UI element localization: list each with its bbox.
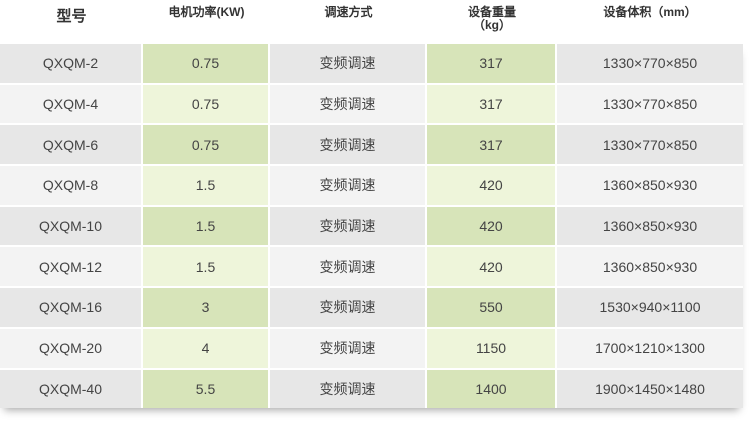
cell-weight: 420 [427, 247, 557, 287]
cell-model: QXQM-40 [0, 369, 143, 409]
cell-weight: 1400 [427, 369, 557, 409]
cell-weight: 1150 [427, 328, 557, 368]
cell-power: 1.5 [143, 247, 270, 287]
table-row: QXQM-2 0.75 变频调速 317 1330×770×850 [0, 44, 743, 85]
cell-volume: 1700×1210×1300 [557, 328, 743, 368]
cell-volume: 1360×850×930 [557, 247, 743, 287]
cell-volume: 1360×850×930 [557, 206, 743, 246]
cell-power: 0.75 [143, 84, 270, 124]
table-row: QXQM-10 1.5 变频调速 420 1360×850×930 [0, 206, 743, 248]
header-weight: 设备重量 （kg） [427, 6, 557, 32]
cell-power: 1.5 [143, 206, 270, 246]
cell-speed: 变频调速 [270, 166, 427, 205]
header-power: 电机功率(KW) [168, 5, 245, 19]
table-row: QXQM-8 1.5 变频调速 420 1360×850×930 [0, 166, 743, 207]
cell-weight: 420 [427, 206, 557, 246]
cell-weight: 420 [427, 166, 557, 205]
cell-speed: 变频调速 [270, 84, 427, 124]
cell-model: QXQM-10 [0, 206, 143, 246]
cell-model: QXQM-2 [0, 44, 143, 83]
cell-volume: 1330×770×850 [557, 125, 743, 165]
header-weight-unit: （kg） [472, 18, 511, 32]
cell-weight: 317 [427, 44, 557, 83]
cell-power: 4 [143, 328, 270, 368]
header-model: 型号 [56, 8, 87, 25]
cell-model: QXQM-16 [0, 288, 143, 327]
spec-table: QXQM-2 0.75 变频调速 317 1330×770×850 QXQM-4 0.75 变… [0, 44, 743, 409]
cell-speed: 变频调速 [270, 369, 427, 409]
cell-power: 5.5 [143, 369, 270, 409]
cell-speed: 变频调速 [270, 247, 427, 287]
cell-model: QXQM-4 [0, 84, 143, 124]
cell-volume: 1530×940×1100 [557, 288, 743, 327]
cell-power: 0.75 [143, 44, 270, 83]
cell-model: QXQM-12 [0, 247, 143, 287]
table-row: QXQM-6 0.75 变频调速 317 1330×770×850 [0, 125, 743, 167]
table-row: QXQM-4 0.75 变频调速 317 1330×770×850 [0, 84, 743, 126]
cell-power: 0.75 [143, 125, 270, 165]
table-row: QXQM-12 1.5 变频调速 420 1360×850×930 [0, 247, 743, 289]
cell-speed: 变频调速 [270, 288, 427, 327]
table-row: QXQM-16 3 变频调速 550 1530×940×1100 [0, 288, 743, 329]
header-weight-label: 设备重量 [467, 5, 516, 19]
cell-speed: 变频调速 [270, 125, 427, 165]
cell-speed: 变频调速 [270, 44, 427, 83]
cell-weight: 317 [427, 84, 557, 124]
cell-weight: 317 [427, 125, 557, 165]
table-header: 型号 电机功率(KW) 调速方式 设备重量 （kg） 设备体积（mm） [0, 0, 750, 44]
cell-power: 3 [143, 288, 270, 327]
cell-volume: 1360×850×930 [557, 166, 743, 205]
header-volume: 设备体积（mm） [603, 5, 697, 19]
cell-model: QXQM-20 [0, 328, 143, 368]
cell-volume: 1900×1450×1480 [557, 369, 743, 409]
cell-model: QXQM-8 [0, 166, 143, 205]
cell-weight: 550 [427, 288, 557, 327]
cell-volume: 1330×770×850 [557, 84, 743, 124]
cell-volume: 1330×770×850 [557, 44, 743, 83]
table-row: QXQM-40 5.5 变频调速 1400 1900×1450×1480 [0, 369, 743, 409]
cell-speed: 变频调速 [270, 206, 427, 246]
header-speed-mode: 调速方式 [324, 5, 373, 19]
cell-power: 1.5 [143, 166, 270, 205]
cell-model: QXQM-6 [0, 125, 143, 165]
cell-speed: 变频调速 [270, 328, 427, 368]
table-row: QXQM-20 4 变频调速 1150 1700×1210×1300 [0, 328, 743, 370]
